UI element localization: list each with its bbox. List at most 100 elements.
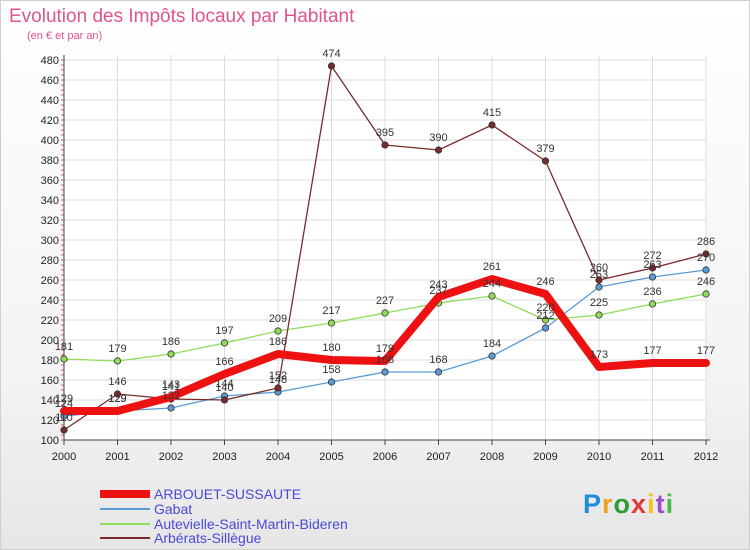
data-label: 415: [483, 107, 501, 119]
data-label: 173: [590, 349, 608, 361]
series-2: [60, 290, 710, 365]
y-tick-label: 160: [41, 375, 59, 387]
data-label: 152: [269, 370, 287, 382]
data-label: 144: [215, 378, 233, 390]
y-tick-label: 240: [41, 295, 59, 307]
data-point: [434, 368, 443, 376]
data-point: [60, 426, 68, 434]
data-point: [541, 157, 550, 165]
y-tick-label: 440: [41, 95, 59, 107]
data-label: 179: [376, 343, 394, 355]
data-point: [596, 364, 602, 370]
data-label: 158: [322, 364, 340, 376]
data-label: 395: [376, 127, 394, 139]
y-tick-label: 480: [41, 55, 59, 67]
data-label: 129: [55, 393, 73, 405]
data-point: [327, 62, 336, 70]
data-label: 166: [215, 356, 233, 368]
data-point: [220, 339, 229, 347]
x-tick-label: 2000: [52, 451, 76, 463]
data-label: 168: [376, 354, 394, 366]
chart-subtitle: (en € et par an): [27, 30, 103, 42]
x-tick-label: 2001: [105, 451, 129, 463]
data-point: [114, 408, 121, 414]
y-tick-label: 300: [41, 235, 59, 247]
data-point: [435, 294, 442, 300]
logo-letter: r: [602, 489, 614, 519]
data-point: [542, 291, 549, 297]
y-tick-label: 380: [41, 155, 59, 167]
chart-title: Evolution des Impôts locaux par Habitant: [9, 6, 355, 27]
data-label: 129: [108, 393, 126, 405]
y-tick-label: 360: [41, 175, 59, 187]
data-label: 236: [643, 286, 661, 298]
data-label: 140: [215, 382, 233, 394]
data-point: [221, 371, 228, 377]
data-label: 237: [429, 285, 447, 297]
data-label: 146: [108, 376, 126, 388]
data-label: 225: [590, 297, 608, 309]
y-tick-label: 340: [41, 195, 59, 207]
data-label: 181: [55, 341, 73, 353]
data-point: [381, 141, 389, 149]
data-label: 243: [429, 279, 447, 291]
data-label: 261: [483, 261, 501, 273]
data-point: [434, 146, 443, 154]
data-point: [488, 292, 496, 300]
data-point: [702, 290, 710, 298]
logo-letter: i: [665, 489, 675, 519]
logo-letter: P: [583, 489, 603, 519]
data-point: [595, 276, 603, 284]
data-label: 110: [55, 412, 73, 424]
data-point: [595, 311, 603, 319]
data-point: [648, 300, 657, 308]
data-point: [488, 352, 496, 360]
logo-letter: x: [631, 489, 648, 519]
x-tick-label: 2011: [641, 451, 665, 463]
legend-label: Arbérats-Sillègue: [154, 530, 262, 546]
data-label: 390: [429, 132, 447, 144]
y-tick-label: 140: [41, 395, 59, 407]
data-label: 270: [697, 252, 715, 264]
data-label: 179: [108, 343, 126, 355]
y-tick-label: 200: [41, 335, 59, 347]
data-label: 379: [536, 143, 554, 155]
data-label: 180: [322, 342, 340, 354]
data-label: 141: [162, 381, 180, 393]
y-tick-label: 280: [41, 255, 59, 267]
proxiti-logo: Proxiti: [583, 489, 674, 520]
data-label: 143: [162, 379, 180, 391]
data-label: 260: [590, 262, 608, 274]
data-point: [381, 309, 389, 317]
series-0: [60, 275, 710, 415]
y-tick-label: 260: [41, 275, 59, 287]
x-tick-label: 2002: [159, 451, 183, 463]
data-label: 263: [643, 259, 661, 271]
data-label: 148: [269, 374, 287, 386]
x-tick-label: 2006: [373, 451, 397, 463]
data-label: 212: [536, 310, 554, 322]
data-label: 217: [322, 305, 340, 317]
y-tick-label: 320: [41, 215, 59, 227]
data-point: [168, 394, 174, 400]
logo-letter: o: [613, 489, 632, 519]
data-point: [60, 355, 68, 363]
y-tick-label: 460: [41, 75, 59, 87]
data-point: [382, 358, 388, 364]
x-tick-label: 2008: [480, 451, 504, 463]
data-label: 186: [269, 336, 287, 348]
y-tick-label: 180: [41, 355, 59, 367]
data-label: 209: [269, 313, 287, 325]
x-tick-label: 2009: [533, 451, 557, 463]
x-tick-label: 2005: [319, 451, 343, 463]
data-point: [274, 384, 282, 392]
data-label: 186: [162, 336, 180, 348]
y-tick-label: 100: [41, 435, 59, 447]
x-tick-label: 2003: [212, 451, 236, 463]
data-label: 244: [483, 278, 501, 290]
data-point: [274, 327, 282, 335]
data-point: [702, 250, 710, 258]
data-point: [703, 360, 709, 366]
data-label: 168: [429, 354, 447, 366]
data-point: [220, 396, 229, 404]
